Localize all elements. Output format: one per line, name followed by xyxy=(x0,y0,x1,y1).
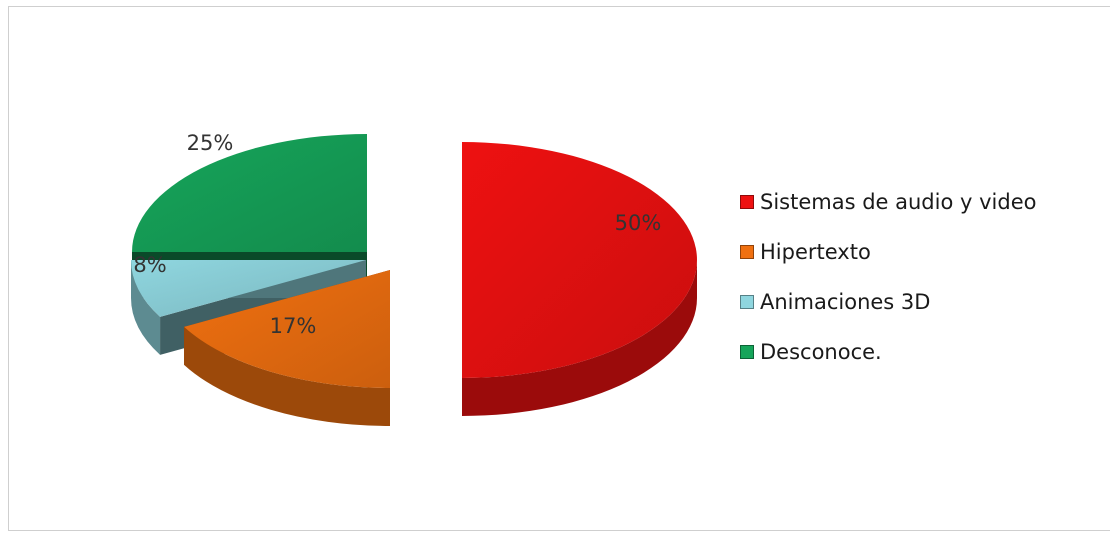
pie-slice-top xyxy=(184,270,390,388)
pie-slice-top xyxy=(462,142,697,378)
data-label-1: 50% xyxy=(615,211,662,235)
data-label-4: 25% xyxy=(187,131,234,155)
legend-swatch xyxy=(740,295,754,309)
pie-slice-2 xyxy=(184,270,390,426)
legend-item-3: Animaciones 3D xyxy=(740,290,1036,314)
data-label-3: 8% xyxy=(133,253,166,277)
pie-slice-side xyxy=(462,260,697,416)
legend-label: Animaciones 3D xyxy=(760,290,931,314)
legend-swatch xyxy=(740,195,754,209)
pie-slice-1 xyxy=(462,142,697,416)
data-label-2: 17% xyxy=(270,314,317,338)
pie-slice-side xyxy=(184,326,390,426)
pie-slice-top xyxy=(132,134,367,252)
legend-item-1: Sistemas de audio y video xyxy=(740,190,1036,214)
legend-item-4: Desconoce. xyxy=(740,340,1036,364)
pie-slice-top xyxy=(131,260,366,317)
legend-label: Sistemas de audio y video xyxy=(760,190,1037,214)
pie-slice-side xyxy=(131,260,161,355)
legend-label: Desconoce. xyxy=(760,340,882,364)
legend-label: Hipertexto xyxy=(760,240,871,264)
legend-item-2: Hipertexto xyxy=(740,240,1036,264)
legend-swatch xyxy=(740,345,754,359)
legend-swatch xyxy=(740,245,754,259)
chart-legend: Sistemas de audio y video Hipertexto Anima… xyxy=(740,190,1036,390)
